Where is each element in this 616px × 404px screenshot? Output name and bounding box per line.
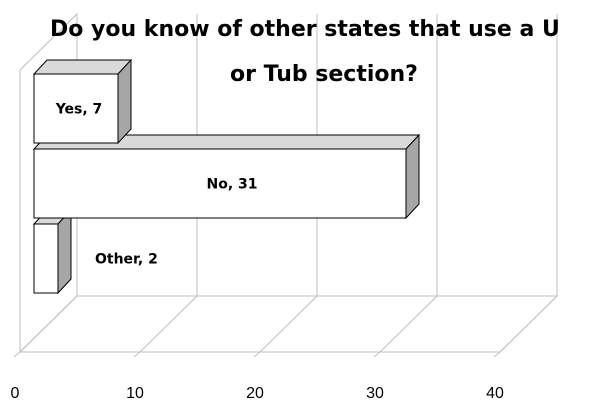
bar-front-face <box>33 223 59 294</box>
tick-mark <box>493 351 501 358</box>
x-axis-tick-labels: 0 10 20 30 40 <box>11 385 504 402</box>
tick-mark <box>133 351 141 358</box>
data-label-no: No, 31 <box>206 177 257 193</box>
bar-no <box>32 133 421 220</box>
data-label-yes: Yes, 7 <box>55 102 103 118</box>
bar-side-face <box>57 208 72 295</box>
x-tick-label: 20 <box>246 385 264 402</box>
gridline-floor <box>139 295 198 353</box>
chart-bars <box>32 58 421 295</box>
chart-title: Do you know of other states that use a U… <box>50 17 560 87</box>
bar-front-face <box>33 73 119 144</box>
chart-gridlines <box>13 14 558 358</box>
x-tick-label: 30 <box>366 385 384 402</box>
chart-data-labels: Yes, 7 No, 31 Other, 2 <box>55 102 258 268</box>
x-tick-label: 40 <box>486 385 504 402</box>
chart-title-line-1: Do you know of other states that use a U <box>50 17 560 42</box>
x-tick-label: 10 <box>126 385 144 402</box>
bar-yes <box>32 58 133 145</box>
tick-mark <box>253 351 261 358</box>
x-tick-label: 0 <box>11 385 20 402</box>
gridline-floor <box>19 295 78 353</box>
bar-side-face <box>117 58 132 145</box>
gridline-floor <box>259 295 318 353</box>
tick-mark <box>13 351 21 358</box>
tick-mark <box>373 351 381 358</box>
bar-top-face <box>32 59 133 75</box>
gridline-floor <box>379 295 438 353</box>
bar-other <box>32 208 73 295</box>
data-label-other: Other, 2 <box>95 252 158 268</box>
bar-front-face <box>33 148 407 219</box>
chart-title-line-2: or Tub section? <box>230 62 418 87</box>
bar-side-face <box>405 133 420 220</box>
gridline-floor <box>499 295 558 353</box>
